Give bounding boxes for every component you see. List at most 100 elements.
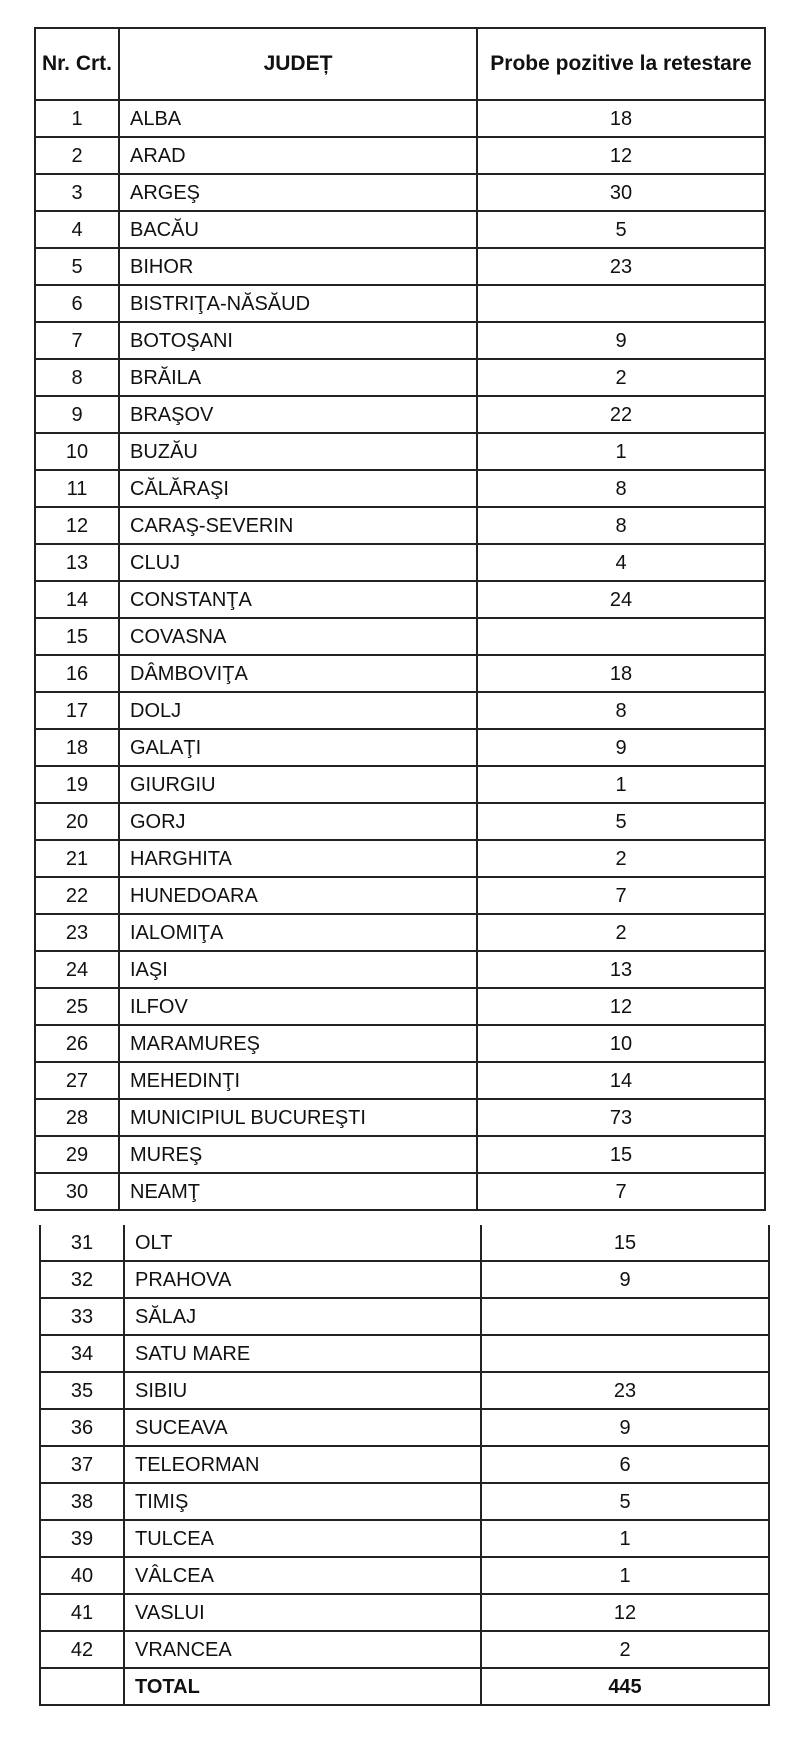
county-name: SATU MARE [123,1334,482,1373]
positive-count: 9 [476,728,766,767]
table-row: 30 NEAMŢ 7 [34,1172,766,1211]
positive-count: 2 [480,1630,770,1669]
row-number: 3 [34,173,120,212]
table-row: 40 VÂLCEA 1 [39,1556,770,1595]
header-judet: JUDEȚ [118,27,478,101]
row-number: 8 [34,358,120,397]
positive-count: 5 [476,210,766,249]
county-name: VRANCEA [123,1630,482,1669]
county-name: SĂLAJ [123,1297,482,1336]
county-name: ARGEŞ [118,173,478,212]
table-row: 33 SĂLAJ [39,1297,770,1336]
positive-count: 23 [476,247,766,286]
table-row: 21 HARGHITA 2 [34,839,766,878]
positive-count: 15 [476,1135,766,1174]
county-name: COVASNA [118,617,478,656]
table-row: 25 ILFOV 12 [34,987,766,1026]
row-number: 16 [34,654,120,693]
positive-count: 9 [480,1260,770,1299]
county-name: CARAŞ-SEVERIN [118,506,478,545]
table-row: 35 SIBIU 23 [39,1371,770,1410]
row-number: 20 [34,802,120,841]
row-number: 30 [34,1172,120,1211]
row-number: 4 [34,210,120,249]
county-name: GORJ [118,802,478,841]
table-row: 12 CARAŞ-SEVERIN 8 [34,506,766,545]
total-nr-cell [39,1668,125,1706]
positive-count: 14 [476,1061,766,1100]
row-number: 18 [34,728,120,767]
positive-count: 1 [476,765,766,804]
row-number: 32 [39,1260,125,1299]
table-row: 16 DÂMBOVIŢA 18 [34,654,766,693]
row-number: 24 [34,950,120,989]
row-number: 42 [39,1630,125,1669]
positive-count: 24 [476,580,766,619]
county-name: BRĂILA [118,358,478,397]
county-name: TELEORMAN [123,1445,482,1484]
county-name: HUNEDOARA [118,876,478,915]
county-name: OLT [123,1225,482,1262]
county-name: ALBA [118,99,478,138]
county-name: VÂLCEA [123,1556,482,1595]
row-number: 29 [34,1135,120,1174]
row-number: 39 [39,1519,125,1558]
row-number: 11 [34,469,120,508]
positive-count: 30 [476,173,766,212]
table-row: 22 HUNEDOARA 7 [34,876,766,915]
county-name: BRAŞOV [118,395,478,434]
positive-count: 12 [480,1593,770,1632]
table-row: 24 IAŞI 13 [34,950,766,989]
table-row: 2 ARAD 12 [34,136,766,175]
row-number: 41 [39,1593,125,1632]
positive-count [476,617,766,656]
table-row: 20 GORJ 5 [34,802,766,841]
total-row: TOTAL 445 [39,1668,770,1706]
positive-count: 2 [476,839,766,878]
county-name: ILFOV [118,987,478,1026]
row-number: 35 [39,1371,125,1410]
table-row: 5 BIHOR 23 [34,247,766,286]
county-name: NEAMŢ [118,1172,478,1211]
row-number: 9 [34,395,120,434]
row-number: 1 [34,99,120,138]
county-name: PRAHOVA [123,1260,482,1299]
county-name: ARAD [118,136,478,175]
positive-count: 2 [476,913,766,952]
county-name: SUCEAVA [123,1408,482,1447]
row-number: 38 [39,1482,125,1521]
county-name: BIHOR [118,247,478,286]
row-number: 26 [34,1024,120,1063]
table-row: 38 TIMIŞ 5 [39,1482,770,1521]
county-name: CONSTANŢA [118,580,478,619]
table-row: 4 BACĂU 5 [34,210,766,249]
positive-count: 7 [476,1172,766,1211]
row-number: 15 [34,617,120,656]
positive-count: 8 [476,469,766,508]
row-number: 19 [34,765,120,804]
table-row: 28 MUNICIPIUL BUCUREŞTI 73 [34,1098,766,1137]
county-name: BACĂU [118,210,478,249]
positive-count [476,284,766,323]
table-row: 15 COVASNA [34,617,766,656]
row-number: 28 [34,1098,120,1137]
row-number: 27 [34,1061,120,1100]
row-number: 6 [34,284,120,323]
positive-count: 1 [480,1556,770,1595]
positive-count: 10 [476,1024,766,1063]
county-name: SIBIU [123,1371,482,1410]
positive-count: 7 [476,876,766,915]
row-number: 36 [39,1408,125,1447]
row-number: 7 [34,321,120,360]
table-row: 41 VASLUI 12 [39,1593,770,1632]
row-number: 34 [39,1334,125,1373]
positive-count: 9 [480,1408,770,1447]
header-nr: Nr. Crt. [34,27,120,101]
table-row: 36 SUCEAVA 9 [39,1408,770,1447]
positive-count: 15 [480,1225,770,1262]
table-row: 10 BUZĂU 1 [34,432,766,471]
row-number: 25 [34,987,120,1026]
table-row: 18 GALAŢI 9 [34,728,766,767]
table-row: 3 ARGEŞ 30 [34,173,766,212]
header-row: Nr. Crt. JUDEȚ Probe pozitive la retesta… [34,27,766,101]
